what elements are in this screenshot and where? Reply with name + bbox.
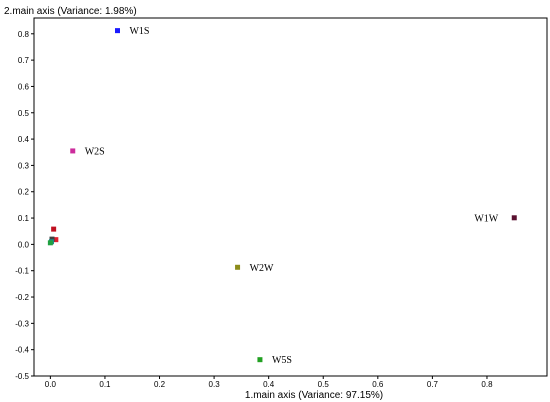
y-tick-label: -0.5: [15, 372, 29, 381]
point-label: W2W: [250, 263, 274, 274]
y-tick-label: 0.3: [18, 161, 30, 170]
y-tick-label: 0.4: [18, 135, 30, 144]
x-tick-label: 0.4: [263, 380, 275, 389]
y-tick-label: 0.0: [18, 240, 30, 249]
x-tick-label: 0.8: [481, 380, 493, 389]
data-point: [51, 226, 57, 232]
x-tick-label: 0.5: [318, 380, 330, 389]
y-tick-label: -0.1: [15, 267, 29, 276]
data-points: W1S W2S W1W W2W W5S: [47, 26, 517, 366]
y-tick-label: 0.1: [18, 214, 30, 223]
x-tick-label: 0.6: [372, 380, 384, 389]
point-label: W2S: [85, 146, 105, 157]
point-label: W5S: [272, 355, 292, 366]
data-point: [114, 28, 120, 34]
y-tick-label: -0.2: [15, 293, 29, 302]
y-axis-title: 2.main axis (Variance: 1.98%): [4, 6, 137, 17]
axes: 0.0 0.1 0.2 0.3 0.4 0.5 0.6 0.7 0.8 -0.5 -0.4 -0.3 -…: [15, 17, 548, 389]
data-point: [257, 357, 263, 363]
y-tick-label: -0.3: [15, 319, 29, 328]
y-tick-label: 0.7: [18, 56, 30, 65]
x-tick-label: 0.2: [154, 380, 166, 389]
data-point: [53, 237, 59, 243]
data-point: [235, 264, 241, 270]
data-point: [49, 236, 55, 242]
x-tick-label: 0.0: [45, 380, 57, 389]
plot-frame: [33, 17, 548, 377]
data-point: [511, 215, 517, 221]
data-point: [70, 148, 76, 154]
data-point: [47, 240, 53, 246]
x-tick-label: 0.1: [99, 380, 111, 389]
point-label: W1S: [129, 26, 149, 37]
x-axis-title: 1.main axis (Variance: 97.15%): [245, 390, 383, 401]
y-tick-label: -0.4: [15, 346, 29, 355]
y-tick-label: 0.5: [18, 109, 30, 118]
x-tick-label: 0.7: [427, 380, 439, 389]
y-tick-label: 0.2: [18, 188, 30, 197]
x-tick-label: 0.3: [209, 380, 221, 389]
y-tick-label: 0.6: [18, 82, 30, 91]
y-tick-label: 0.8: [18, 30, 30, 39]
point-label: W1W: [474, 213, 498, 224]
